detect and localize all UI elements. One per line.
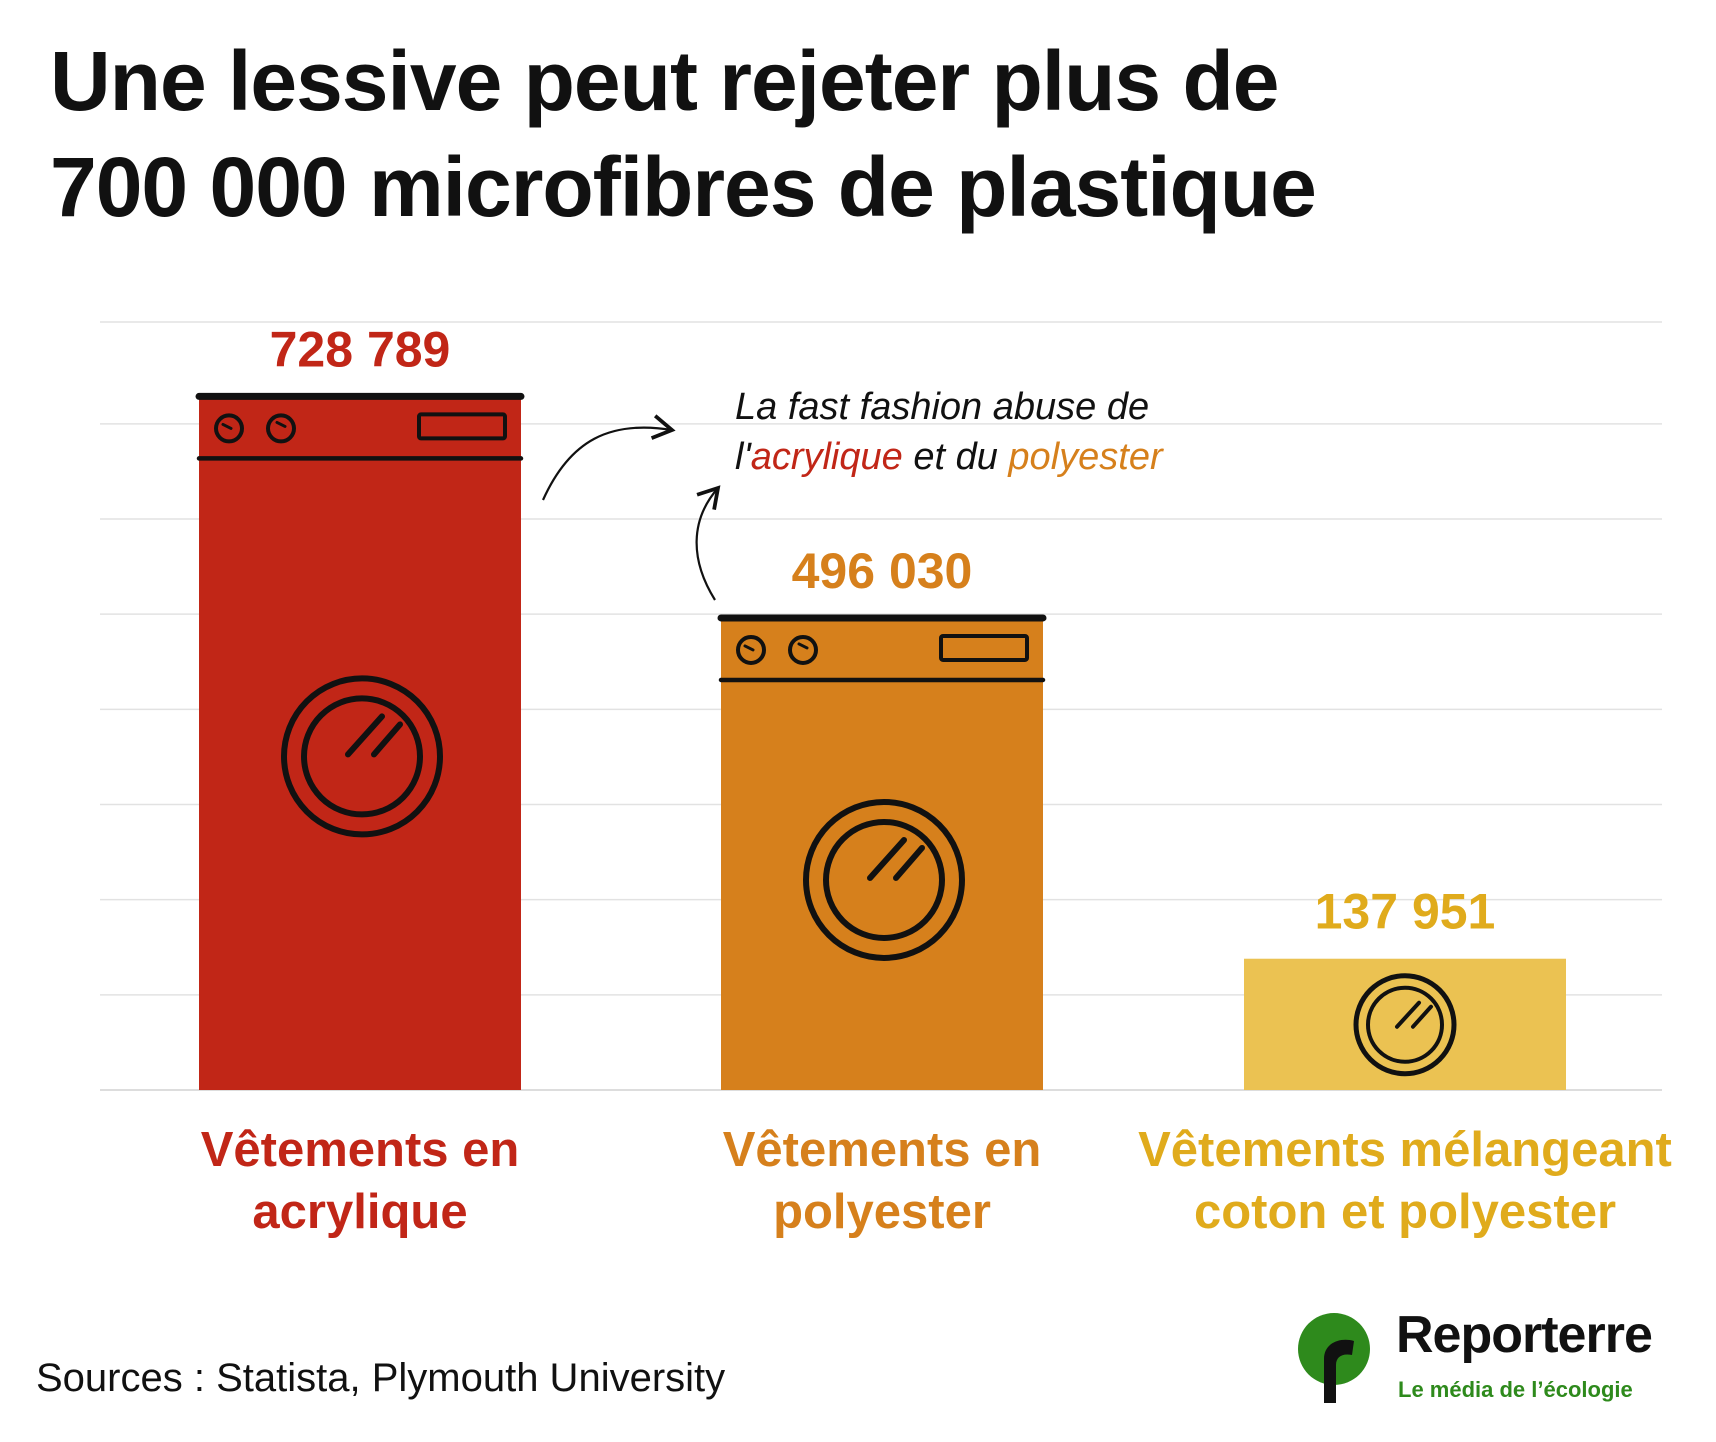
value-label-1: 728 789 <box>270 321 451 377</box>
category-label-2-line-2: polyester <box>773 1185 991 1239</box>
category-label-1-line-1: Vêtements en <box>201 1123 520 1177</box>
chart-title-line-2: 700 000 microfibres de plastique <box>50 140 1317 234</box>
chart-title: Une lessive peut rejeter plus de 700 000… <box>50 28 1650 240</box>
annotation-arrow-acrylique <box>541 414 676 501</box>
reporterre-logo[interactable]: Reporterre Le média de l’écologie <box>1296 1305 1696 1405</box>
bar-3 <box>1244 958 1566 1090</box>
logo-tagline: Le média de l’écologie <box>1398 1377 1633 1402</box>
category-label-2-line-1: Vêtements en <box>723 1123 1042 1177</box>
annotation-acrylique: acrylique <box>750 436 903 478</box>
category-label-1-line-2: acrylique <box>252 1185 467 1239</box>
value-label-3: 137 951 <box>1315 884 1496 940</box>
fast-fashion-annotation: La fast fashion abuse de l'acrylique et … <box>735 382 1163 482</box>
washing-machine-icon <box>717 614 1047 961</box>
washing-machine-icon <box>1353 973 1457 1077</box>
annotation-line-1: La fast fashion abuse de <box>735 386 1150 428</box>
annotation-line-2: l'acrylique et du polyester <box>735 432 1163 482</box>
annotation-polyester: polyester <box>1008 436 1163 478</box>
value-label-2: 496 030 <box>792 543 973 599</box>
chart-title-line-1: Une lessive peut rejeter plus de <box>50 34 1280 128</box>
bar-chart: 728 789 Vêtements en acrylique 496 030 Vêtem… <box>100 321 1672 1239</box>
reporterre-leaf-icon <box>1298 1313 1370 1403</box>
bars <box>195 392 1566 1090</box>
logo-name: Reporterre <box>1396 1306 1653 1364</box>
bar-2 <box>721 617 1043 1090</box>
washing-machine-icon <box>195 392 525 838</box>
source-note: Sources : Statista, Plymouth University <box>36 1356 726 1400</box>
annotation-prefix: l' <box>735 436 751 478</box>
annotation-middle: et du <box>902 436 1009 478</box>
category-label-3-line-1: Vêtements mélangeant <box>1138 1123 1672 1177</box>
annotation-arrow-polyester <box>695 485 721 601</box>
labels: 728 789 Vêtements en acrylique 496 030 Vêtem… <box>201 321 1672 1239</box>
category-label-3-line-2: coton et polyester <box>1194 1185 1616 1239</box>
